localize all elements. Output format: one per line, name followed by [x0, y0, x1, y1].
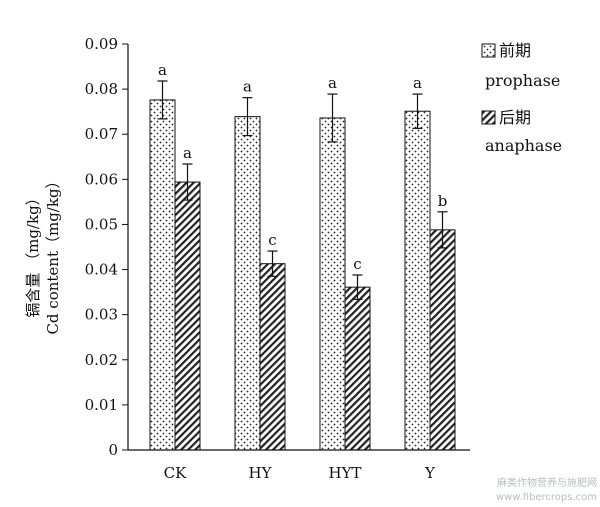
significance-letter: a — [158, 61, 167, 79]
legend-label-prophase-en: prophase — [485, 71, 560, 90]
significance-letter: b — [438, 192, 448, 210]
category-label-ck: CK — [164, 464, 187, 482]
significance-letter: a — [413, 74, 422, 92]
y-tick-label: 0.02 — [85, 351, 118, 369]
legend-label-prophase-cn: 前期 — [499, 41, 531, 60]
significance-letter: a — [183, 144, 192, 162]
legend-label-anaphase-cn: 后期 — [499, 108, 531, 127]
y-tick-label: 0.06 — [85, 170, 118, 188]
category-label-hy: HY — [249, 464, 273, 482]
y-axis-title-cn: 镉含量 （mg/kg） — [24, 190, 42, 317]
bar-prophase-y — [404, 110, 431, 451]
y-axis-title-en: Cd content（mg/kg） — [44, 173, 62, 334]
bars: a a a c a c a b — [149, 61, 456, 451]
watermark-line-1: 麻类作物营养与施肥网 — [497, 476, 597, 489]
bar-prophase-ck — [149, 99, 176, 451]
bar-prophase-hyt — [319, 117, 346, 451]
category-label-y: Y — [424, 464, 436, 482]
bar-anaphase-hy — [259, 263, 286, 451]
y-axis-ticks: 0 0.01 0.02 0.03 0.04 0.05 0.06 0.07 0.08 0.09 — [85, 35, 128, 459]
bar-anaphase-ck — [174, 181, 201, 451]
significance-letter: a — [328, 74, 337, 92]
category-label-hyt: HYT — [329, 464, 362, 482]
legend-swatch-prophase — [481, 43, 496, 58]
y-tick-label: 0.01 — [85, 396, 118, 414]
significance-letter: c — [353, 255, 361, 273]
legend: 前期 prophase 后期 anaphase — [481, 41, 562, 155]
legend-swatch-anaphase — [481, 110, 496, 125]
significance-letter: c — [268, 231, 276, 249]
bar-prophase-hy — [234, 116, 261, 451]
y-tick-label: 0.05 — [85, 215, 118, 233]
watermark: 麻类作物营养与施肥网 www.fibercrops.com — [496, 476, 597, 503]
y-tick-label: 0.03 — [85, 306, 118, 324]
y-axis-title: 镉含量 （mg/kg） Cd content（mg/kg） — [24, 173, 62, 334]
bar-anaphase-y — [429, 229, 456, 451]
watermark-line-2: www.fibercrops.com — [496, 492, 597, 503]
y-tick-label: 0.09 — [85, 35, 118, 53]
y-tick-label: 0.08 — [85, 80, 118, 98]
y-tick-label: 0 — [108, 441, 118, 459]
bar-anaphase-hyt — [344, 286, 371, 451]
significance-letter: a — [243, 78, 252, 96]
y-tick-label: 0.04 — [85, 261, 118, 279]
y-tick-label: 0.07 — [85, 125, 118, 143]
legend-label-anaphase-en: anaphase — [485, 136, 562, 155]
category-labels: CK HY HYT Y — [164, 464, 436, 482]
